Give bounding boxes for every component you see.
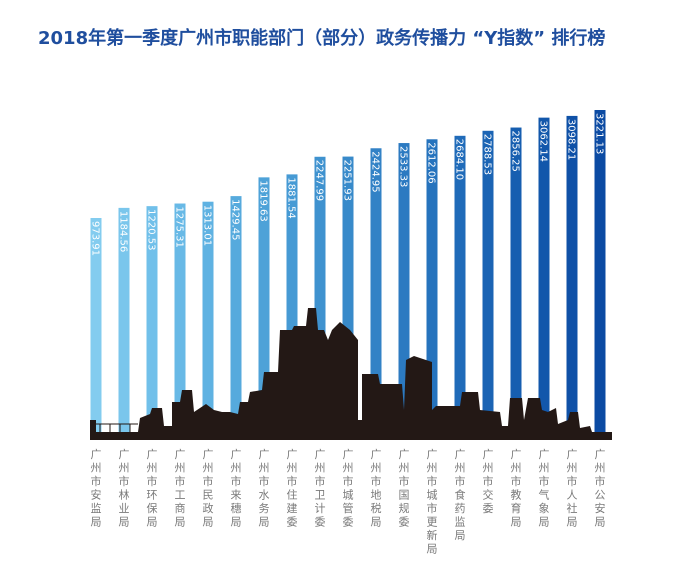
bar-19 [594, 110, 606, 440]
bar-value-label: 1881.54 [286, 177, 297, 218]
category-label: 广州市水务局 [259, 448, 270, 529]
category-label: 广州市卫计委 [315, 448, 326, 529]
bar-value-label: 1184.56 [118, 211, 129, 252]
category-label: 广州市人社局 [567, 448, 578, 529]
bar-value-label: 1313.01 [202, 205, 213, 246]
bridge-detail [96, 423, 138, 432]
category-label: 广州市环保局 [147, 448, 158, 529]
bars-group [90, 110, 606, 441]
bar-15 [482, 130, 494, 441]
category-label: 广州市工商局 [175, 448, 186, 529]
bar-value-label: 3221.13 [594, 113, 605, 154]
category-label: 广州市气象局 [539, 448, 550, 529]
bar-value-label: 1429.45 [230, 199, 241, 240]
bar-value-label: 2856.25 [510, 131, 521, 172]
bar-6 [230, 196, 242, 440]
bar-value-label: 2533.33 [398, 146, 409, 187]
city-skyline [90, 308, 612, 440]
category-label: 广州市教育局 [511, 448, 522, 529]
bar-1 [90, 218, 102, 440]
bar-value-label: 2247.99 [314, 160, 325, 201]
bar-value-label: 2251.93 [342, 160, 353, 201]
bar-value-label: 1220.53 [146, 209, 157, 250]
bar-value-label: 973.91 [90, 221, 101, 256]
category-label: 广州市交委 [483, 448, 494, 515]
bar-7 [258, 177, 270, 440]
bar-8 [286, 174, 298, 440]
category-label: 广州市民政局 [203, 448, 214, 529]
bar-16 [510, 127, 522, 441]
bar-value-label: 2612.06 [426, 142, 437, 183]
bar-18 [566, 115, 578, 440]
category-label: 广州市林业局 [119, 448, 130, 529]
bar-value-label: 2788.53 [482, 134, 493, 175]
bar-value-label: 1819.63 [258, 180, 269, 221]
category-label: 广州市地税局 [371, 448, 382, 529]
bar-5 [202, 201, 214, 440]
chart-title: 2018年第一季度广州市职能部门（部分）政务传播力 “Y指数” 排行榜 [38, 28, 606, 49]
bar-4 [174, 203, 186, 440]
bar-9 [314, 156, 326, 441]
bar-12 [398, 143, 410, 440]
category-label: 广州市城管委 [343, 448, 354, 529]
bar-value-label: 3098.21 [566, 119, 577, 160]
bar-13 [426, 139, 438, 440]
value-labels-group: 973.91 1184.56 1220.53 1275.31 1313.01 1429.4… [90, 113, 605, 256]
category-label: 广州市安监局 [91, 448, 102, 529]
category-label: 广州市城市更新局 [427, 448, 438, 556]
category-label: 广州市国规委 [399, 448, 410, 529]
bar-value-label: 2684.10 [454, 139, 465, 180]
bar-11 [370, 148, 382, 440]
category-label: 广州市住建委 [287, 448, 298, 529]
category-labels-group: 广州市安监局 广州市林业局 广州市环保局 广州市工商局 广州市民政局 广州市来穗局 广州市水… [91, 448, 606, 556]
category-label: 广州市公安局 [595, 448, 606, 529]
bar-10 [342, 156, 354, 440]
skyline-silhouette [90, 308, 612, 440]
bar-2 [118, 207, 130, 440]
bar-value-label: 2424.95 [370, 151, 381, 192]
bar-14 [454, 135, 466, 440]
category-label: 广州市来穗局 [231, 448, 242, 529]
bar-17 [538, 117, 550, 440]
bar-value-label: 1275.31 [174, 207, 185, 248]
category-label: 广州市食药监局 [455, 448, 466, 542]
bar-3 [146, 206, 158, 440]
bar-value-label: 3062.14 [538, 121, 549, 162]
